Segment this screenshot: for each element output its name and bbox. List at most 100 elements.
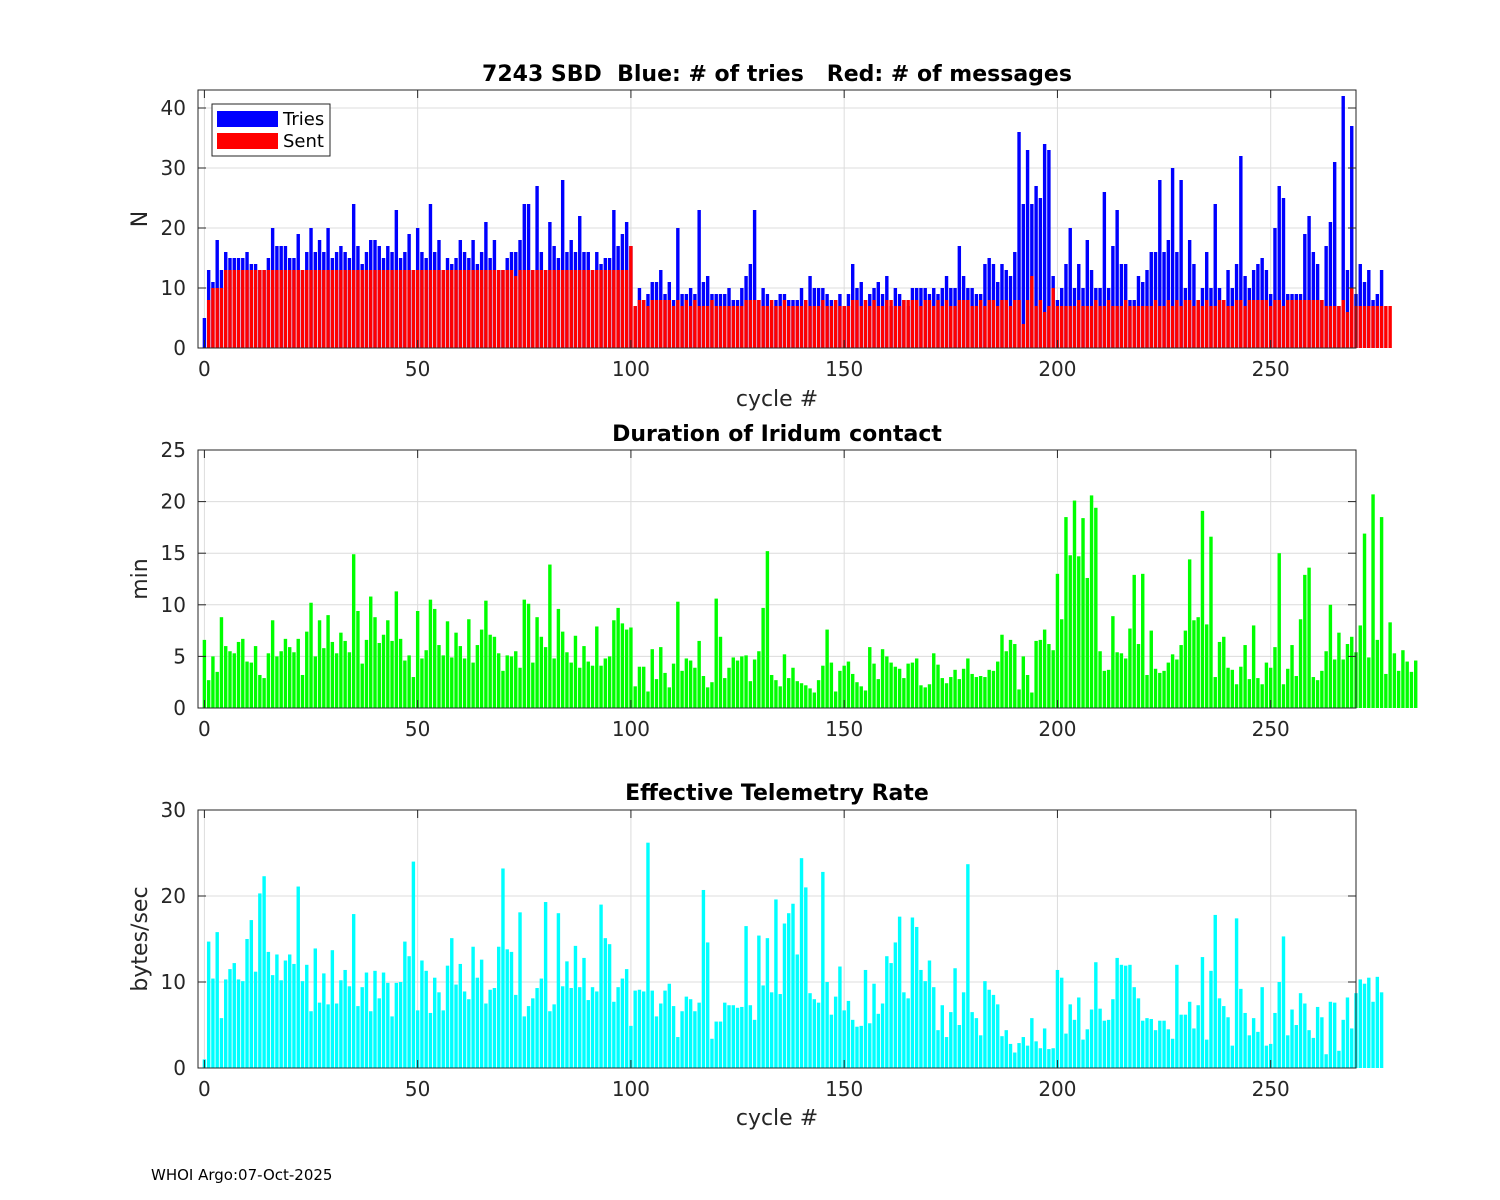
bar-duration (590, 665, 595, 708)
bar-duration (1145, 674, 1149, 708)
bar-sent (1324, 306, 1328, 348)
bar-rate (906, 998, 910, 1068)
bar-rate (560, 986, 565, 1068)
bar-duration (471, 662, 475, 708)
bar-duration (249, 662, 254, 708)
bar-sent (552, 270, 556, 348)
bar-sent (833, 300, 838, 348)
bar-sent (710, 300, 714, 348)
bar-duration (347, 652, 352, 708)
bar-rate (642, 991, 646, 1068)
bar-duration (428, 599, 433, 708)
bar-duration (377, 642, 381, 708)
x-tick-label: 50 (405, 717, 430, 741)
bar-rate (407, 956, 411, 1068)
bar-sent (275, 270, 279, 348)
x-tick-label: 100 (612, 1077, 650, 1101)
bar-duration (565, 652, 569, 708)
axes-box (197, 809, 1357, 1069)
bar-duration (296, 638, 300, 708)
bar-rate (923, 981, 927, 1068)
bar-rate (1042, 1028, 1047, 1068)
bar-duration (339, 632, 343, 708)
bar-rate (322, 973, 326, 1068)
bar-duration (1388, 622, 1392, 708)
bar-sent (1320, 300, 1324, 348)
bar-rate (1264, 1045, 1269, 1068)
bar-sent (1111, 306, 1115, 348)
bar-duration (206, 680, 211, 708)
bar-sent (1064, 306, 1068, 348)
y-tick-label: 20 (161, 490, 186, 514)
bar-sent (624, 270, 629, 348)
bar-rate (253, 971, 258, 1068)
bar-duration (1396, 670, 1401, 708)
bar-rate (701, 889, 706, 1068)
bar-rate (966, 864, 970, 1068)
bar-rate (450, 938, 454, 1068)
bar-sent (1013, 300, 1017, 348)
bar-rate (1367, 977, 1371, 1068)
bar-sent (1042, 312, 1047, 348)
bar-rate (1345, 997, 1350, 1068)
bar-duration (735, 660, 740, 708)
bar-rate (718, 1021, 723, 1068)
bar-sent (445, 270, 450, 348)
x-tick-label: 100 (612, 357, 650, 381)
bar-rate (1379, 992, 1384, 1068)
bar-duration (1025, 674, 1030, 708)
chart-panel-3: 0 50 100 150 200 250 0 10 20 30 Effective Telemetr… (128, 781, 1384, 1131)
bar-rate (1273, 1012, 1277, 1068)
bar-sent (842, 306, 846, 348)
bar-duration (390, 640, 394, 708)
bar-sent (1128, 306, 1132, 348)
bar-rate (880, 1003, 885, 1068)
bar-duration (1320, 670, 1324, 708)
bar-tries (957, 246, 962, 348)
bar-sent (1047, 306, 1051, 348)
bar-duration (1136, 644, 1141, 708)
bar-duration (1034, 640, 1038, 708)
bar-rate (543, 902, 548, 1068)
bar-duration (812, 692, 817, 708)
bar-duration (526, 603, 531, 708)
bar-sent (1268, 306, 1273, 348)
bar-rate (479, 959, 484, 1068)
bar-sent (1209, 306, 1213, 348)
bar-sent (663, 300, 667, 348)
bar-tries (1102, 192, 1107, 348)
bar-duration (991, 670, 996, 708)
bar-duration (1243, 645, 1247, 708)
x-tick-label: 200 (1038, 717, 1076, 741)
bar-duration (650, 649, 654, 708)
bar-rate (1260, 987, 1264, 1068)
bar-rate (603, 938, 608, 1068)
x-tick-label: 200 (1038, 357, 1076, 381)
x-tick-label: 250 (1252, 717, 1290, 741)
bar-sent (804, 300, 808, 348)
bar-duration (1021, 656, 1026, 708)
bar-sent (1038, 300, 1043, 348)
bar-duration (556, 608, 561, 708)
y-axis-label: bytes/sec (128, 886, 153, 991)
x-tick-label: 250 (1252, 1077, 1290, 1101)
bar-tries (1303, 234, 1307, 348)
y-tick-label: 10 (161, 970, 186, 994)
bar-sent (714, 306, 718, 348)
bar-duration (1345, 644, 1350, 708)
bar-duration (539, 636, 544, 708)
bar-rate (275, 954, 279, 1068)
bar-duration (245, 661, 249, 708)
bar-sent (219, 288, 224, 348)
bar-rate (705, 942, 710, 1068)
bar-tries (560, 180, 565, 348)
bar-sent (236, 270, 241, 348)
bar-rate (723, 1002, 727, 1068)
bar-sent (944, 300, 949, 348)
bar-sent (727, 306, 731, 348)
bar-sent (791, 306, 795, 348)
bar-rate (415, 1010, 420, 1068)
bar-rate (633, 990, 637, 1068)
bar-sent (957, 300, 962, 348)
bar-rate (398, 982, 403, 1068)
